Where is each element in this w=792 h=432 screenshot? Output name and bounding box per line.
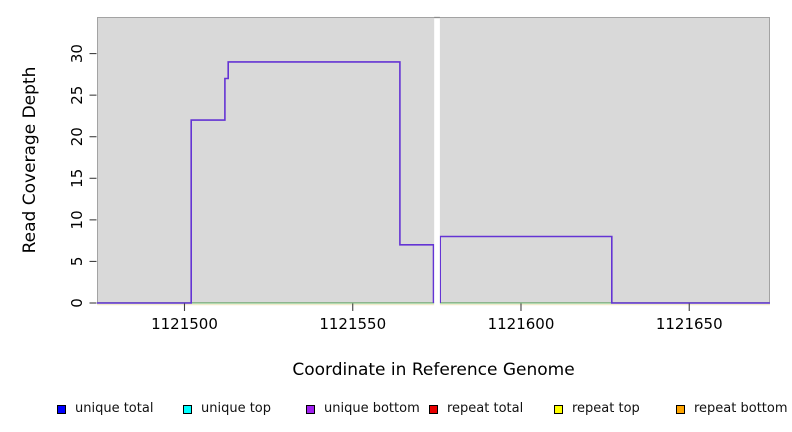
legend-item-repeat-total: repeat total xyxy=(429,400,523,418)
legend-label: unique total xyxy=(75,401,154,416)
repeat-top-swatch-icon xyxy=(554,404,563,414)
x-axis-tick-label: 1121500 xyxy=(151,315,218,333)
y-axis-tick-label: 0 xyxy=(68,298,86,308)
x-axis-tick-label: 1121650 xyxy=(656,315,723,333)
legend-item-unique-total: unique total xyxy=(57,400,153,418)
y-axis-tick-label: 25 xyxy=(68,86,86,105)
x-axis-tick-label: 1121550 xyxy=(319,315,386,333)
legend-label: unique bottom xyxy=(324,401,420,416)
unique-top-swatch-icon xyxy=(183,404,192,414)
repeat-bottom-swatch-icon xyxy=(676,404,685,414)
legend-item-repeat-top: repeat top xyxy=(554,400,640,418)
legend-item-repeat-bottom: repeat bottom xyxy=(676,400,788,418)
y-axis-tick-label: 30 xyxy=(68,44,86,63)
legend-label: repeat bottom xyxy=(694,401,788,416)
legend-item-unique-top: unique top xyxy=(183,400,271,418)
legend-label: repeat top xyxy=(572,401,640,416)
legend-item-unique-bottom: unique bottom xyxy=(306,400,420,418)
y-axis-tick-label: 20 xyxy=(68,127,86,146)
no-data-gap-band xyxy=(434,17,440,306)
series-unique-bottom xyxy=(439,235,770,304)
unique-bottom-swatch-icon xyxy=(306,404,315,414)
legend-label: unique top xyxy=(201,401,272,416)
y-axis-tick-label: 10 xyxy=(68,210,86,229)
unique-total-swatch-icon xyxy=(57,404,66,414)
series-unique-bottom xyxy=(97,61,435,304)
x-axis-title: Coordinate in Reference Genome xyxy=(292,360,575,380)
repeat-total-swatch-icon xyxy=(429,404,438,414)
y-axis-title: Read Coverage Depth xyxy=(20,66,40,254)
y-axis-tick-label: 5 xyxy=(68,257,86,267)
x-axis-tick-label: 1121600 xyxy=(488,315,555,333)
legend: unique total unique top unique bottom repea… xyxy=(0,400,792,422)
legend-label: repeat total xyxy=(447,401,524,416)
y-axis-tick-label: 15 xyxy=(68,169,86,188)
